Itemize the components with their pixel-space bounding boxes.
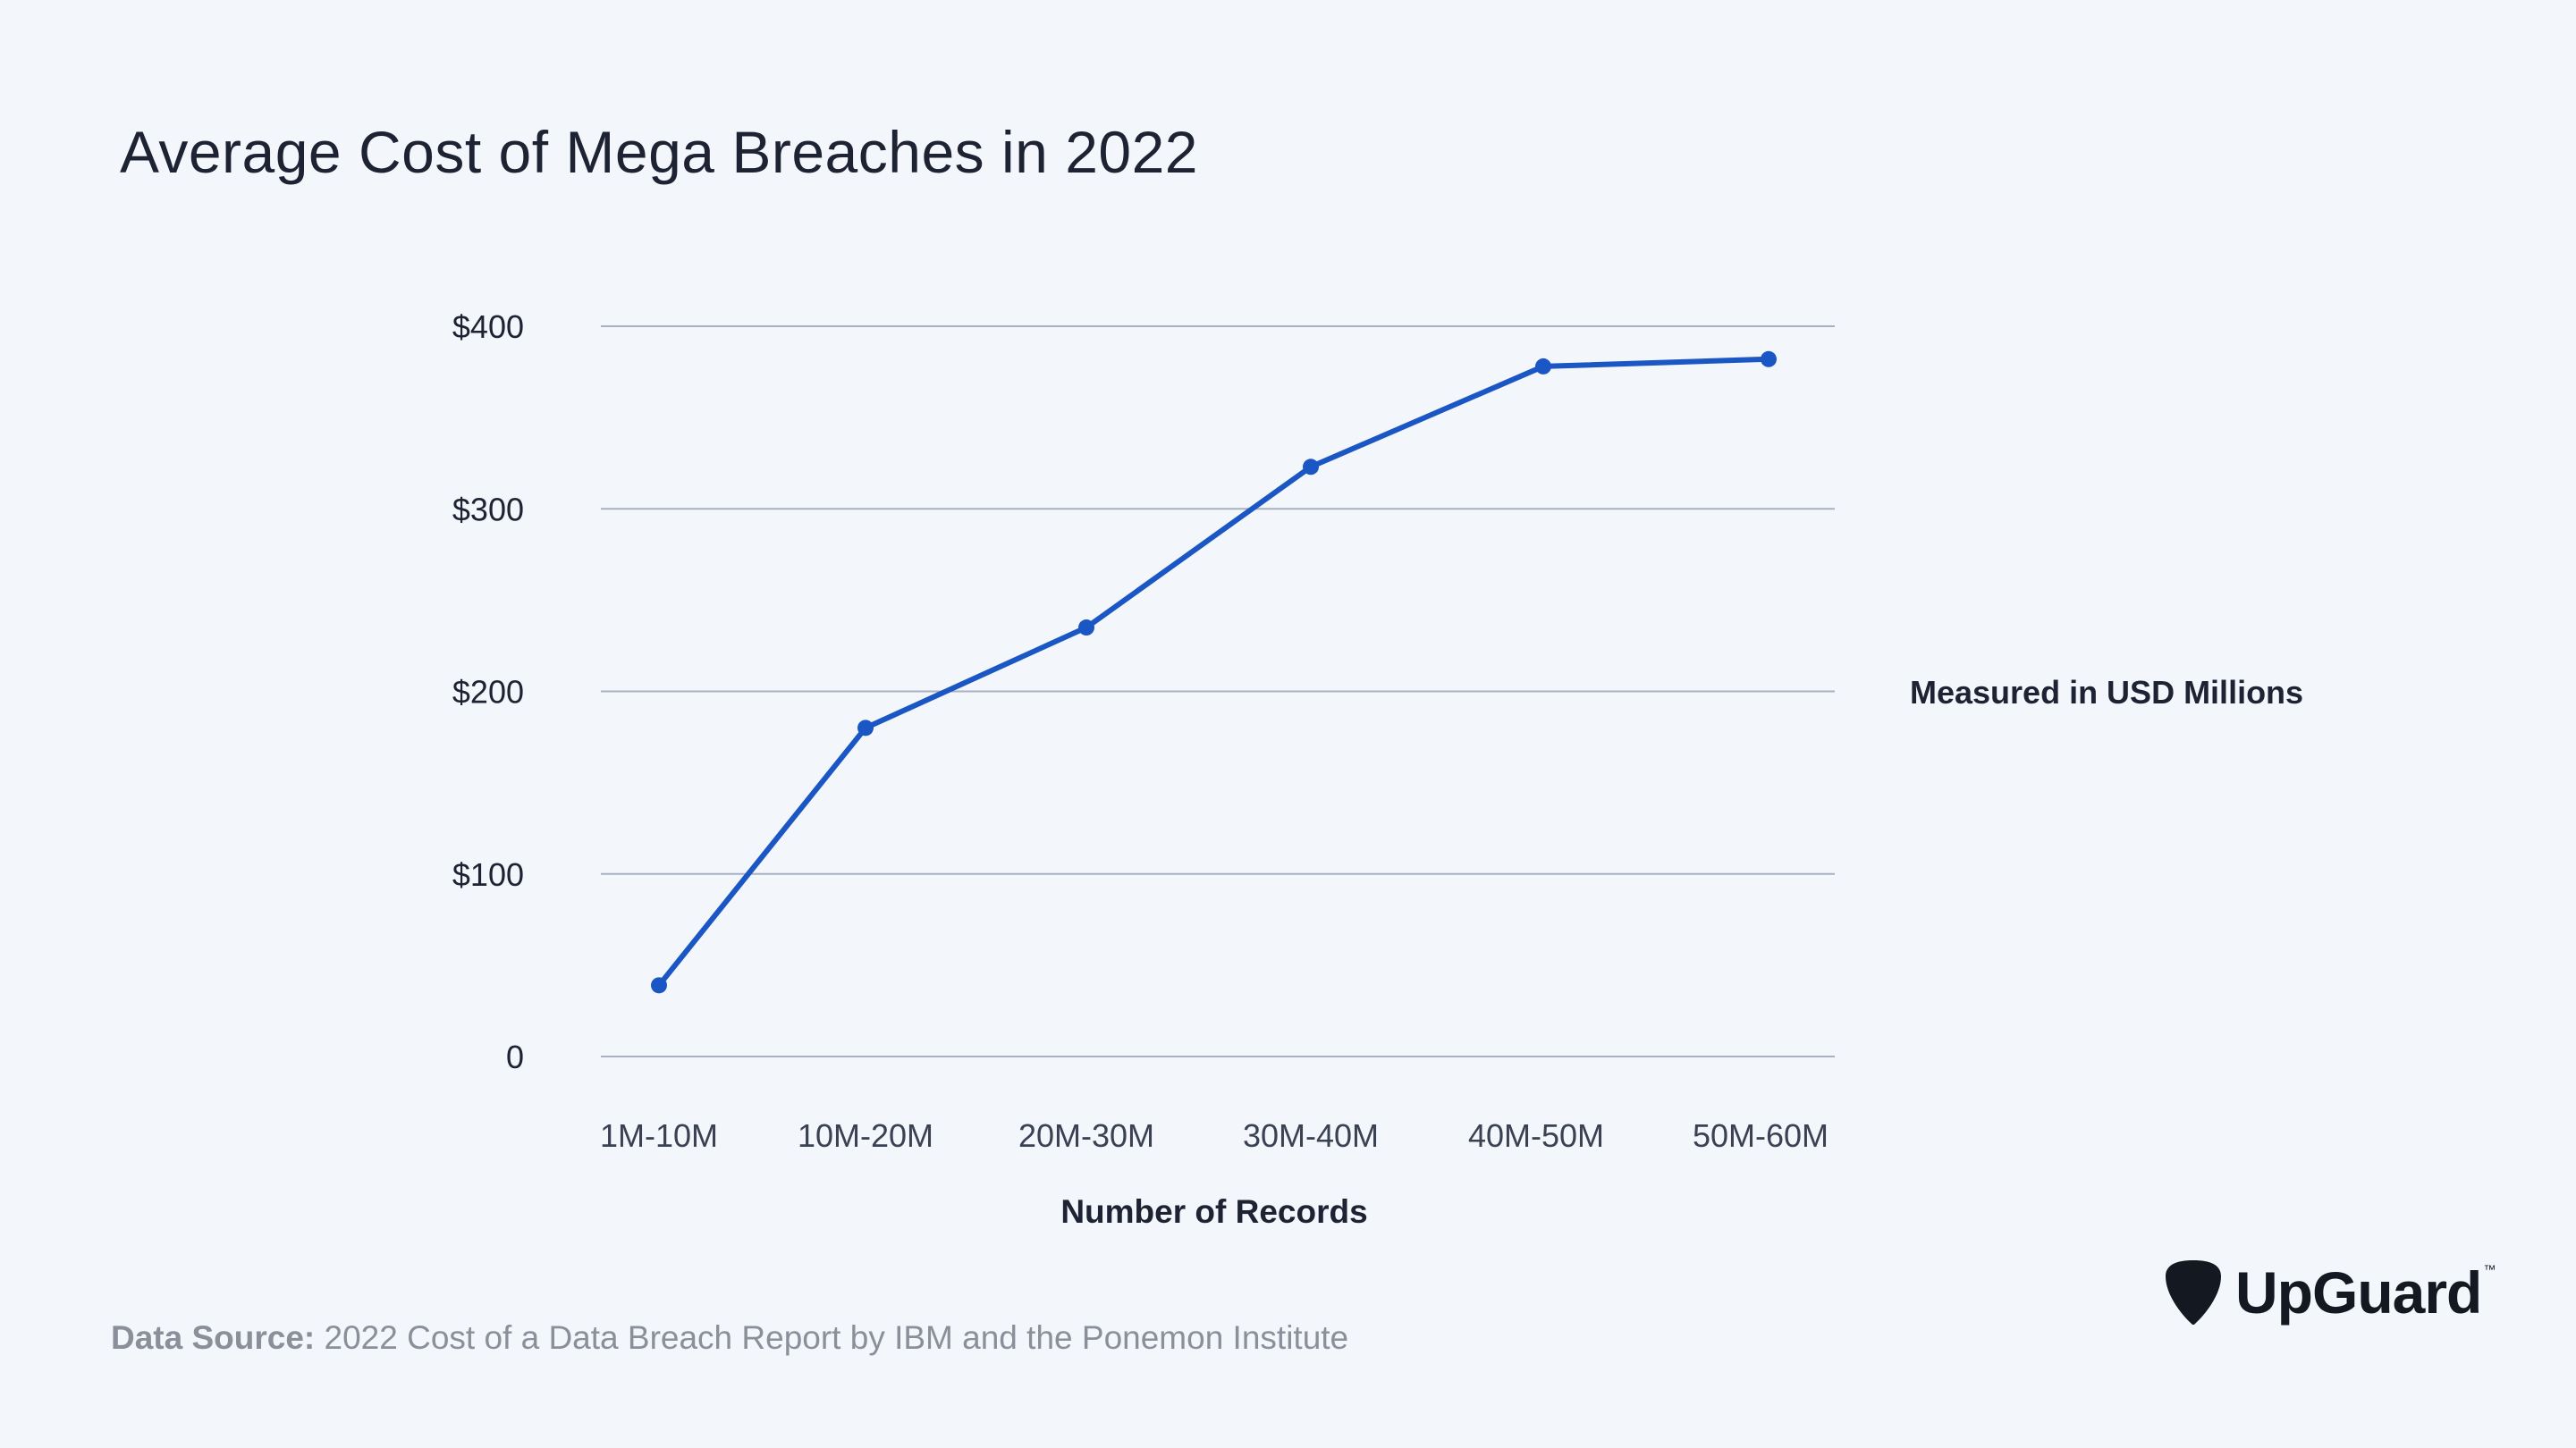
trademark-symbol: ™	[2483, 1262, 2496, 1276]
x-tick-label: 1M-10M	[600, 1117, 718, 1154]
data-point	[1535, 358, 1551, 375]
x-axis-ticks: 1M-10M 10M-20M 20M-30M 30M-40M 40M-50M 50M-60…	[600, 1117, 1829, 1154]
y-tick-label: 0	[506, 1039, 524, 1075]
y-tick-label: $300	[452, 491, 524, 527]
x-tick-label: 20M-30M	[1018, 1117, 1154, 1154]
y-tick-label: $100	[452, 856, 524, 893]
gridlines	[601, 325, 1835, 1057]
y-tick-label: $200	[452, 674, 524, 711]
x-axis-label: Number of Records	[1060, 1193, 1367, 1230]
data-source-text: 2022 Cost of a Data Breach Report by IBM…	[324, 1319, 1349, 1356]
series-line	[656, 356, 1771, 989]
data-source-label: Data Source:	[111, 1319, 316, 1356]
series	[651, 350, 1777, 994]
data-point	[651, 977, 667, 994]
guitar-pick-icon	[2166, 1260, 2221, 1326]
data-point	[1761, 350, 1777, 367]
data-point	[1078, 619, 1094, 636]
units-annotation: Measured in USD Millions	[1910, 674, 2304, 711]
brand-name: UpGuard	[2235, 1259, 2482, 1326]
data-source: Data Source: 2022 Cost of a Data Breach …	[111, 1319, 1348, 1357]
x-tick-label: 30M-40M	[1243, 1117, 1379, 1154]
upguard-logo: UpGuard ™	[2164, 1255, 2496, 1330]
y-axis-ticks: 0 $100 $200 $300 $400	[452, 308, 524, 1075]
chart-title: Average Cost of Mega Breaches in 2022	[120, 119, 1199, 185]
x-tick-label: 50M-60M	[1693, 1117, 1829, 1154]
data-point	[857, 720, 874, 737]
y-tick-label: $400	[452, 308, 524, 345]
x-tick-label: 40M-50M	[1468, 1117, 1604, 1154]
data-point	[1303, 459, 1319, 476]
x-tick-label: 10M-20M	[798, 1117, 933, 1154]
